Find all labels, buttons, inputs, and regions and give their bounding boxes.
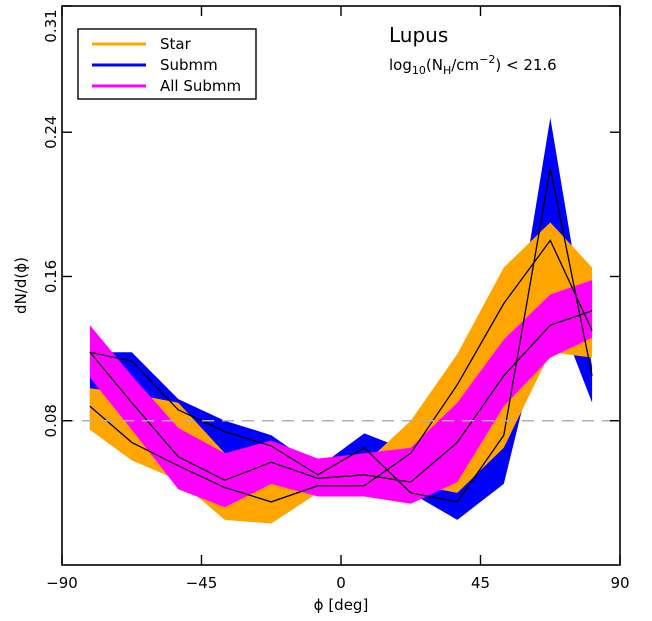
region-title: Lupus	[389, 23, 448, 47]
x-tick-label: −45	[186, 574, 218, 592]
center-line-submm	[89, 168, 593, 503]
condition-prefix: log	[389, 56, 412, 74]
x-tick-label: 0	[336, 574, 346, 592]
column-density-condition: log10(NH/cm−2) < 21.6	[389, 53, 557, 77]
center-lines	[89, 168, 593, 503]
condition-sup: −2	[479, 53, 495, 66]
condition-sub2: H	[443, 64, 451, 77]
band-submm	[89, 117, 593, 520]
condition-suffix: ) < 21.6	[495, 56, 556, 74]
y-tick-label: 0.31	[42, 9, 60, 42]
x-tick-label: 90	[610, 574, 629, 592]
x-tick-label: −90	[46, 574, 78, 592]
region-annotation: Lupus log10(NH/cm−2) < 21.6	[389, 23, 557, 77]
legend: Star Submm All Submm	[77, 28, 257, 100]
error-bands	[89, 117, 593, 524]
condition-open: (N	[426, 56, 443, 74]
legend-label-all-submm: All Submm	[160, 77, 241, 95]
y-axis-label: dN/d(ϕ)	[12, 257, 30, 314]
x-tick-label: 45	[471, 574, 490, 592]
center-line-star	[89, 239, 593, 503]
legend-label-submm: Submm	[160, 56, 218, 74]
center-line-all-submm	[89, 310, 593, 483]
condition-sub: 10	[412, 64, 426, 77]
x-axis-label: ϕ [deg]	[314, 596, 369, 614]
y-tick-label: 0.24	[42, 116, 60, 149]
y-tick-label: 0.16	[42, 260, 60, 293]
axis-ticks	[61, 5, 621, 565]
y-tick-label: 0.08	[42, 404, 60, 437]
condition-mid: /cm	[451, 56, 479, 74]
legend-label-star: Star	[160, 35, 192, 53]
band-all-submm	[89, 280, 593, 508]
